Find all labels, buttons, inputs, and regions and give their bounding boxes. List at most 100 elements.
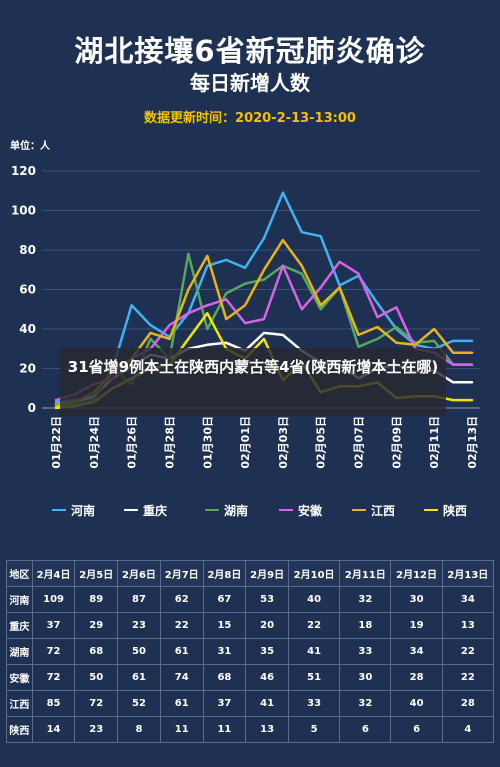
x-tick-label: 01月30日	[201, 416, 214, 469]
table-header-cell: 2月8日	[202, 560, 247, 587]
table-cell: 22	[441, 638, 495, 665]
table-row: 安徽 72 50 61 74 68 46 51 30 28 22	[6, 664, 495, 691]
table-cell: 85	[31, 690, 76, 717]
table-cell: 52	[117, 690, 161, 717]
table-cell: 20	[245, 612, 289, 639]
y-tick-label: 0	[28, 401, 36, 415]
table-cell: 67	[202, 586, 247, 613]
legend-swatch	[424, 509, 438, 511]
table-cell: 33	[339, 638, 392, 665]
table-cell: 14	[31, 716, 76, 743]
table-header-cell: 地区	[6, 560, 33, 587]
table-cell: 13	[441, 612, 495, 639]
update-time: 数据更新时间：2020-2-13-13:00	[144, 111, 356, 126]
table-header-cell: 2月5日	[74, 560, 119, 587]
table-cell: 61	[117, 664, 161, 691]
x-tick-label: 01月26日	[126, 416, 139, 469]
legend-label: 河南	[71, 504, 96, 518]
legend-label: 湖南	[224, 504, 249, 518]
x-tick-label: 02月13日	[466, 416, 479, 469]
data-table: 地区 2月4日 2月5日 2月6日 2月7日 2月8日 2月9日 2月10日 2月11日 2月12…	[6, 560, 495, 743]
y-tick-label: 80	[19, 243, 36, 257]
table-cell: 22	[441, 664, 495, 691]
table-cell: 68	[74, 638, 119, 665]
table-cell: 15	[202, 612, 247, 639]
table-cell: 37	[202, 690, 247, 717]
table-cell: 33	[287, 690, 341, 717]
table-cell: 11	[159, 716, 204, 743]
legend-label: 陕西	[443, 504, 468, 518]
table-cell: 23	[117, 612, 161, 639]
table-cell: 4	[441, 716, 495, 743]
table-header-cell: 2月10日	[287, 560, 341, 587]
table-cell: 31	[202, 638, 247, 665]
legend-label: 江西	[371, 504, 396, 518]
table-cell: 35	[245, 638, 289, 665]
table-cell: 62	[159, 586, 204, 613]
table-cell: 11	[202, 716, 247, 743]
y-tick-label: 20	[19, 362, 36, 376]
x-tick-label: 01月28日	[163, 416, 176, 469]
line-chart: 0 20 40 60 80 100 120 01月22日 01月24日 01月26日 01月28日 0…	[11, 164, 480, 469]
table-row: 江西 85 72 52 61 37 41 33 32 40 28	[6, 690, 495, 717]
table-cell: 41	[245, 690, 289, 717]
x-tick-label: 02月05日	[315, 416, 328, 469]
y-tick-label: 40	[19, 322, 36, 336]
table-body: 河南 109 89 87 62 67 53 40 32 30 34 重庆 37 29 23 22 15 20 22 1…	[6, 586, 495, 743]
table-header-cell: 2月7日	[159, 560, 204, 587]
table-cell: 19	[390, 612, 443, 639]
table-cell: 72	[74, 690, 119, 717]
table-cell: 18	[339, 612, 392, 639]
table-cell: 30	[339, 664, 392, 691]
table-cell: 89	[74, 586, 119, 613]
table-cell: 13	[245, 716, 289, 743]
y-tick-label: 60	[19, 283, 36, 297]
table-row: 湖南 72 68 50 61 31 35 41 33 34 22	[6, 638, 495, 665]
x-tick-label: 02月03日	[277, 416, 290, 469]
caption-text: 31省增9例本土在陕西内蒙古等4省(陕西新增本土在哪)	[67, 358, 439, 376]
table-row: 重庆 37 29 23 22 15 20 22 18 19 13	[6, 612, 495, 639]
table-cell: 61	[159, 690, 204, 717]
table-region-cell: 湖南	[6, 638, 33, 665]
table-cell: 8	[117, 716, 161, 743]
table-row: 陕西 14 23 8 11 11 13 5 6 6 4	[6, 716, 495, 743]
chart-legend: 河南 重庆 湖南 安徽 江西 陕西	[52, 500, 492, 522]
table-cell: 51	[287, 664, 341, 691]
table-cell: 50	[117, 638, 161, 665]
table-cell: 30	[390, 586, 443, 613]
table-header-cell: 2月13日	[441, 560, 495, 587]
x-tick-label: 01月22日	[50, 416, 63, 469]
table-cell: 87	[117, 586, 161, 613]
table-cell: 41	[287, 638, 341, 665]
table-cell: 34	[441, 586, 495, 613]
table-cell: 23	[74, 716, 119, 743]
table-cell: 28	[441, 690, 495, 717]
table-cell: 46	[245, 664, 289, 691]
table-region-cell: 重庆	[6, 612, 33, 639]
table-cell: 74	[159, 664, 204, 691]
table-cell: 28	[390, 664, 443, 691]
chart-subtitle: 每日新增人数	[190, 71, 310, 95]
table-cell: 40	[287, 586, 341, 613]
table-header-row: 地区 2月4日 2月5日 2月6日 2月7日 2月8日 2月9日 2月10日 2月11日 2月12…	[6, 560, 495, 587]
y-tick-label: 100	[11, 204, 36, 218]
table-row: 河南 109 89 87 62 67 53 40 32 30 34	[6, 586, 495, 613]
table-cell: 32	[339, 586, 392, 613]
x-tick-label: 02月11日	[428, 416, 441, 469]
x-tick-label: 02月01日	[239, 416, 252, 469]
table-cell: 109	[31, 586, 76, 613]
table-cell: 22	[159, 612, 204, 639]
x-tick-label: 02月09日	[390, 416, 403, 469]
legend-swatch	[205, 509, 219, 511]
legend-swatch	[279, 509, 293, 511]
table-cell: 29	[74, 612, 119, 639]
x-tick-label: 01月24日	[88, 416, 101, 469]
legend-swatch	[52, 509, 66, 511]
table-header-cell: 2月12日	[390, 560, 443, 587]
y-tick-label: 120	[11, 164, 36, 178]
table-region-cell: 江西	[6, 690, 33, 717]
table-header-cell: 2月9日	[245, 560, 289, 587]
table-cell: 50	[74, 664, 119, 691]
table-region-cell: 陕西	[6, 716, 33, 743]
table-cell: 72	[31, 664, 76, 691]
